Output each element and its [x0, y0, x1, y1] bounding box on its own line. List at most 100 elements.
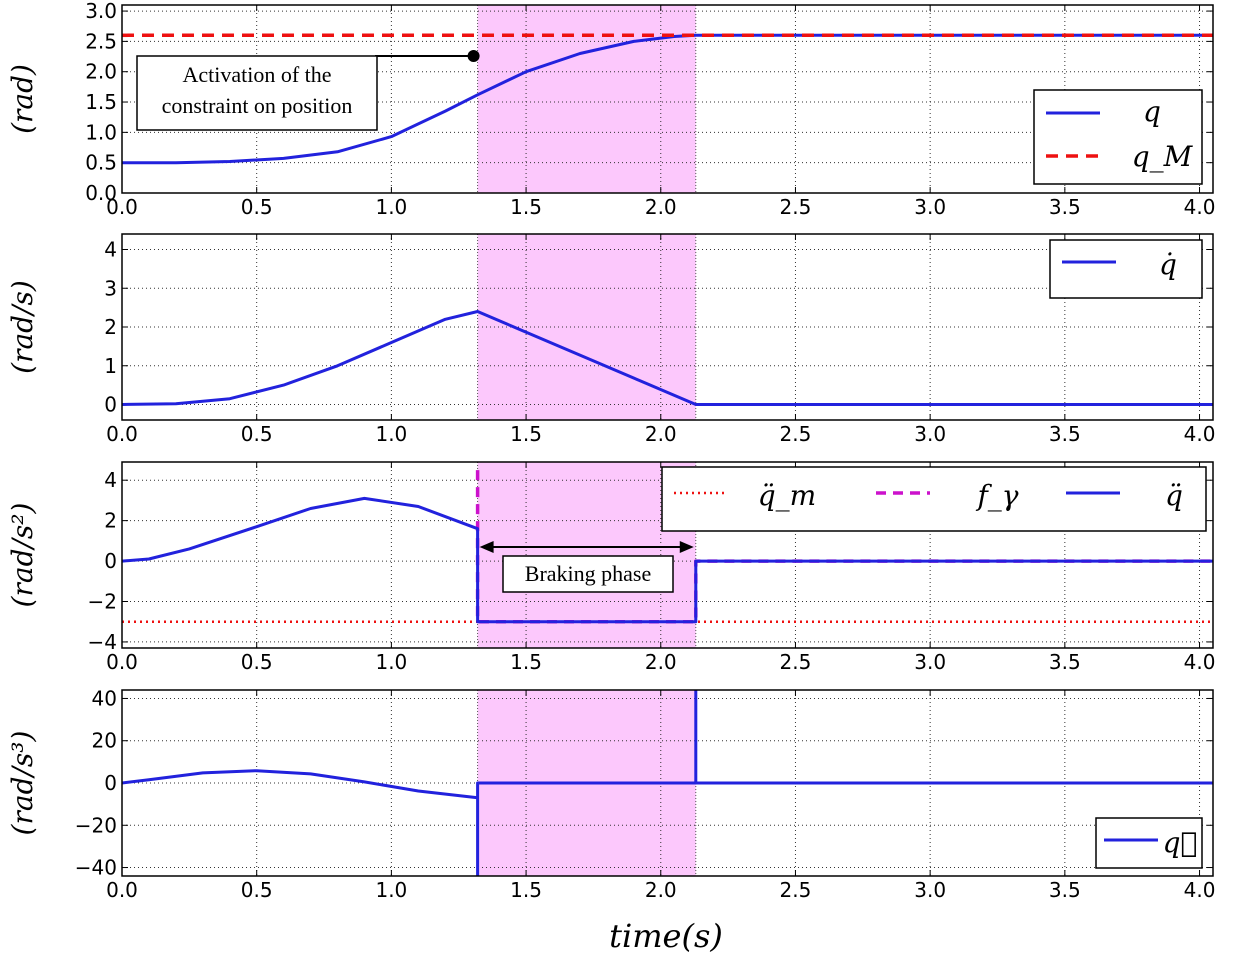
y-axis-label: (rad) [6, 64, 39, 134]
series-line-0 [122, 310, 1213, 406]
x-tick-label: 2.0 [645, 650, 677, 674]
legend: q⃛ [1095, 817, 1203, 869]
x-tick-label: 1.0 [375, 878, 407, 902]
x-tick-label: 0.5 [241, 195, 273, 219]
plot-area [122, 33, 1213, 165]
x-tick-label: 2.5 [780, 195, 812, 219]
legend-box [1095, 817, 1203, 869]
arrow-head-left [479, 541, 494, 553]
x-tick-label: 3.5 [1049, 422, 1081, 446]
x-tick-label: 1.0 [375, 422, 407, 446]
legend-label: q⃛ [1163, 826, 1198, 859]
legend-label: q̇ [1159, 248, 1177, 281]
x-tick-label: 0.0 [106, 878, 138, 902]
legend-label-fgamma: f_γ [975, 479, 1018, 512]
y-tick-label: 0.0 [85, 181, 117, 205]
y-tick-label: 1 [104, 354, 117, 378]
y-tick-label: 20 [92, 729, 117, 753]
x-tick-label: 1.0 [375, 195, 407, 219]
series-line-0 [122, 690, 1213, 876]
x-tick-label: 2.0 [645, 878, 677, 902]
x-tick-label: 0.0 [106, 195, 138, 219]
y-tick-label: 3.0 [85, 0, 117, 23]
legend: q̈_m f_γ q̈ [661, 466, 1207, 532]
braking-phase-band [477, 5, 696, 193]
y-tick-label: 0 [104, 549, 117, 573]
braking-phase-band [477, 462, 696, 648]
y-axis-label: (rad/s) [6, 280, 39, 374]
x-tick-label: 2.5 [780, 422, 812, 446]
y-tick-label: −2 [88, 590, 117, 614]
x-axis-label: time(s) [609, 917, 723, 955]
legend-box [1049, 239, 1203, 299]
legend: q̇ [1049, 239, 1203, 299]
annotation-box [502, 555, 674, 593]
panel-3: 0.0 0.5 1.0 1.5 2.0 2.5 3.0 3.5 4.0 −4 −2 0 2 4 (rad/s… [6, 461, 1216, 674]
series-line-0 [122, 33, 1213, 165]
panel-4: 0.0 0.5 1.0 1.5 2.0 2.5 3.0 3.5 4.0 −40 −20 0 20 40 (r… [6, 686, 1215, 902]
y-tick-label: 0 [104, 771, 117, 795]
y-axis-label: (rad/s³) [6, 731, 39, 836]
x-tick-label: 2.5 [780, 878, 812, 902]
x-tick-label: 1.0 [375, 650, 407, 674]
axes-frame [121, 4, 1214, 194]
y-tick-label: −20 [75, 813, 117, 837]
x-tick-label: 2.0 [645, 422, 677, 446]
x-tick-label: 0.5 [241, 878, 273, 902]
legend-label-qM: q_M [1132, 140, 1194, 173]
x-tick-label: 1.5 [510, 650, 542, 674]
panel-2: 0.0 0.5 1.0 1.5 2.0 2.5 3.0 3.5 4.0 0 1 2 3 4 (rad/s) q… [6, 233, 1215, 446]
x-tick-label: 4.0 [1184, 650, 1216, 674]
axes-frame [121, 233, 1214, 421]
x-tick-label: 0.5 [241, 422, 273, 446]
legend-label-q: q [1143, 95, 1161, 128]
y-tick-label: 0 [104, 393, 117, 417]
y-tick-label: 1.5 [85, 90, 117, 114]
plot-area [122, 690, 1213, 876]
x-tick-label: 3.5 [1049, 878, 1081, 902]
y-tick-label: 4 [104, 238, 117, 262]
x-tick-label: 0.5 [241, 650, 273, 674]
annotation-box [136, 55, 378, 131]
x-tick-label: 3.5 [1049, 195, 1081, 219]
y-tick-label: 0.5 [85, 151, 117, 175]
braking-phase-annotation: Braking phase [479, 541, 694, 593]
x-tick-label: 0.0 [106, 422, 138, 446]
plot-area [122, 470, 1213, 624]
x-tick-label: 3.0 [914, 650, 946, 674]
y-tick-label: 3 [104, 276, 117, 300]
y-tick-label: 2.5 [85, 29, 117, 53]
activation-annotation: Activation of the constraint on position [136, 50, 480, 131]
annotation-line-2: constraint on position [162, 93, 353, 118]
x-tick-label: 2.5 [780, 650, 812, 674]
y-tick-label: 1.0 [85, 120, 117, 144]
y-tick-label: 4 [104, 468, 117, 492]
y-tick-label: 2 [104, 315, 117, 339]
y-axis-label: (rad/s²) [6, 503, 39, 608]
arrow-head-right [679, 541, 694, 553]
y-tick-label: 40 [92, 686, 117, 710]
legend-box [1033, 89, 1203, 185]
y-tick-label: 2 [104, 509, 117, 533]
legend-label-qdd: q̈ [1165, 479, 1183, 512]
x-tick-label: 4.0 [1184, 195, 1216, 219]
legend-label-qm: q̈_m [758, 479, 816, 512]
x-tick-label: 4.0 [1184, 878, 1216, 902]
x-tick-label: 1.5 [510, 195, 542, 219]
x-tick-label: 3.5 [1049, 650, 1081, 674]
panel-1: 0.0 0.5 1.0 1.5 2.0 2.5 3.0 3.5 4.0 0.0 0.5 1.0 1.5 2… [6, 0, 1215, 219]
legend-box [661, 466, 1207, 532]
legend: q q_M [1033, 89, 1203, 185]
y-tick-label: −4 [88, 630, 117, 654]
plot-area [122, 310, 1213, 406]
x-tick-label: 3.0 [914, 195, 946, 219]
x-tick-label: 2.0 [645, 195, 677, 219]
annotation-marker [467, 50, 480, 62]
y-tick-label: 2.0 [85, 60, 117, 84]
x-tick-label: 0.0 [106, 650, 138, 674]
series-line-2 [122, 496, 1213, 624]
annotation-line-1: Activation of the [182, 62, 331, 87]
annotation-text: Braking phase [525, 561, 651, 586]
axes-frame [121, 689, 1214, 877]
